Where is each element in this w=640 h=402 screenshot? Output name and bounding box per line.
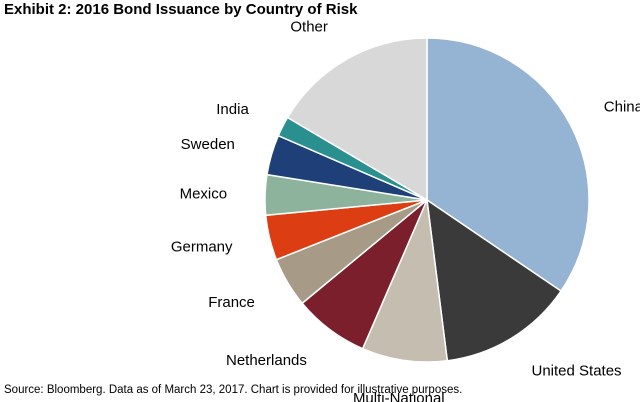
slice-label-mexico: Mexico [180, 186, 228, 203]
source-note: Source: Bloomberg. Data as of March 23, … [4, 384, 463, 396]
slice-label-other: Other [290, 18, 328, 35]
slice-label-multi-national: Multi-National [353, 390, 445, 402]
slice-label-germany: Germany [171, 239, 233, 256]
slice-label-united-states: United States [532, 363, 622, 380]
slice-united-states [426, 198, 563, 362]
pie-labels: China United States Multi-National Netherla… [171, 18, 640, 402]
slice-other [286, 37, 428, 202]
pie-slices [264, 37, 590, 363]
slice-label-france: France [208, 294, 255, 311]
slice-china [426, 37, 590, 293]
slice-label-china: China [604, 98, 640, 115]
chart-title: Exhibit 2: 2016 Bond Issuance by Country… [4, 1, 358, 18]
slice-label-sweden: Sweden [181, 136, 235, 153]
slice-multi-national [361, 197, 449, 363]
slice-label-india: India [216, 101, 249, 118]
slice-label-netherlands: Netherlands [226, 352, 307, 369]
